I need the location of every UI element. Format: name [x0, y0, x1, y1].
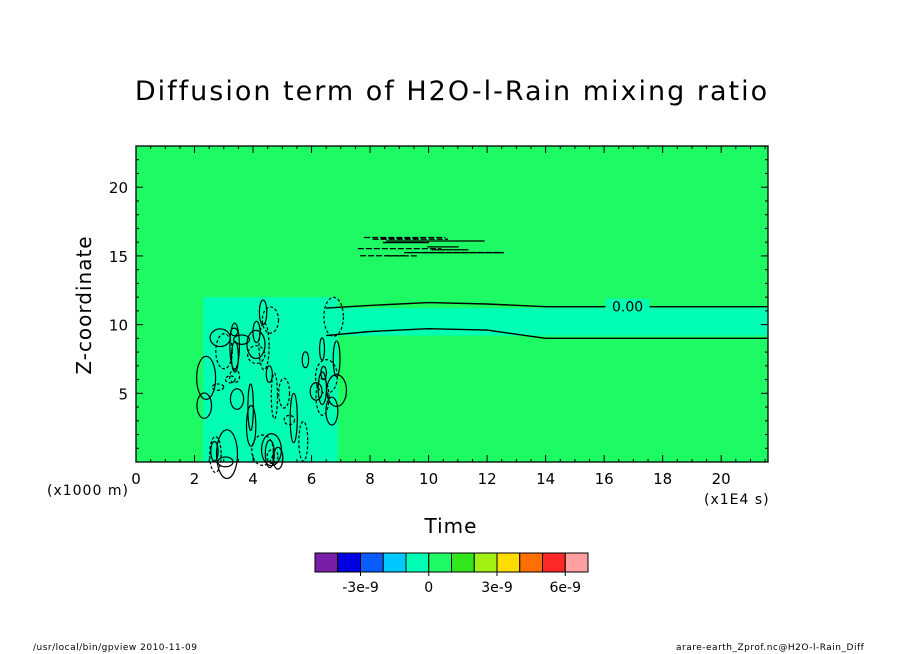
footer-command: /usr/local/bin/gpview 2010-11-09	[33, 643, 198, 653]
contour-blob	[265, 365, 273, 384]
x-tick-label: 10	[419, 470, 438, 488]
x-tick-label: 18	[653, 470, 672, 488]
contour-blob	[196, 392, 213, 419]
x-tick-label: 20	[712, 470, 731, 488]
colorbar-swatch	[496, 552, 521, 573]
contour-blob	[209, 435, 222, 474]
x-tick-label: 14	[536, 470, 555, 488]
contour-blob	[258, 299, 268, 326]
x-tick-label: 4	[248, 470, 258, 488]
x-tick-label: 16	[595, 470, 614, 488]
colorbar-tick-label: 6e-9	[550, 580, 581, 596]
contour-blob	[298, 420, 309, 462]
y-tick-label: 10	[109, 317, 128, 335]
contour-blob	[246, 329, 266, 360]
colorbar-swatch	[519, 552, 543, 573]
contour-line-1	[326, 327, 768, 339]
x-tick-label: 2	[190, 470, 200, 488]
x-tick-label: 0	[131, 470, 141, 488]
contour-blob	[229, 369, 241, 384]
y-tick-label: 20	[109, 179, 128, 197]
x-tick-label: 6	[307, 470, 317, 488]
colorbar-swatch	[360, 552, 384, 573]
axes: 0 2 4 6 8 10 12 14 16 18 20 5 10 15 20	[109, 145, 769, 488]
colorbar-swatch	[542, 552, 566, 573]
contour-blob	[211, 383, 225, 391]
contour-blob	[215, 333, 233, 370]
contour-blob	[229, 388, 245, 410]
contour-blob	[289, 392, 298, 444]
colorbar-swatch	[382, 552, 407, 573]
colorbar-swatch	[405, 552, 430, 573]
contour-blob	[272, 446, 284, 470]
contour-blob	[261, 306, 280, 334]
footer-file: arare-earth_Zprof.nc@H2O-l-Rain_Diff	[676, 643, 865, 653]
plot-frame	[135, 145, 769, 463]
colorbar-tick-label: 0	[424, 580, 433, 596]
contour-blob	[252, 320, 261, 344]
y-axis-unit: (x1000 m)	[47, 483, 129, 499]
contour-blob	[325, 396, 339, 426]
contour-blob	[318, 337, 326, 361]
contour-blob	[266, 448, 279, 465]
contour-blob	[215, 429, 239, 480]
x-axis-unit: (x1E4 s)	[704, 492, 770, 508]
contour-blob	[258, 322, 270, 371]
y-tick-label: 15	[109, 248, 128, 266]
colorbar-swatch	[564, 552, 589, 573]
contour-blob	[233, 334, 251, 345]
contour-blob	[320, 365, 328, 381]
contour-blob	[278, 377, 291, 409]
colorbar-swatch	[473, 552, 498, 573]
colorbar-swatch	[428, 552, 452, 573]
contour-blob	[270, 372, 279, 420]
contour-blob	[224, 375, 236, 384]
contour-blob	[264, 439, 275, 469]
colorbar-swatch	[337, 552, 361, 573]
x-tick-label: 8	[365, 470, 375, 488]
colorbar-tick-label: -3e-9	[342, 580, 379, 596]
colorbar-tick-label: 3e-9	[481, 580, 512, 596]
y-tick-label: 5	[118, 385, 128, 403]
x-tick-label: 12	[478, 470, 497, 488]
colorbar-swatch	[314, 552, 339, 573]
contour-label-bg	[605, 298, 650, 315]
contour-blob	[332, 340, 341, 378]
contour-blob	[196, 355, 217, 401]
plot-area: 0.00	[136, 146, 768, 480]
contour-blob	[326, 374, 348, 408]
region-1	[326, 308, 768, 336]
colorbar-swatch	[451, 552, 475, 573]
contour-blob	[283, 414, 296, 426]
contour-blob	[245, 404, 257, 447]
contour-blob	[229, 322, 240, 370]
colorbar: -3e-9 0 3e-9 6e-9	[314, 552, 589, 596]
contour-blob	[247, 345, 266, 365]
x-axis-label: Time	[424, 514, 478, 538]
y-axis-label: Z-coordinate	[72, 235, 96, 375]
region-0	[203, 297, 338, 462]
contour-label: 0.00	[612, 300, 643, 316]
contour-blob	[323, 296, 344, 337]
contour-blob	[251, 434, 274, 466]
contour-blob	[301, 351, 310, 369]
contour-line-0	[326, 301, 768, 309]
contour-blob	[210, 441, 219, 462]
chart-title: Diffusion term of H2O-l-Rain mixing rati…	[134, 76, 770, 107]
